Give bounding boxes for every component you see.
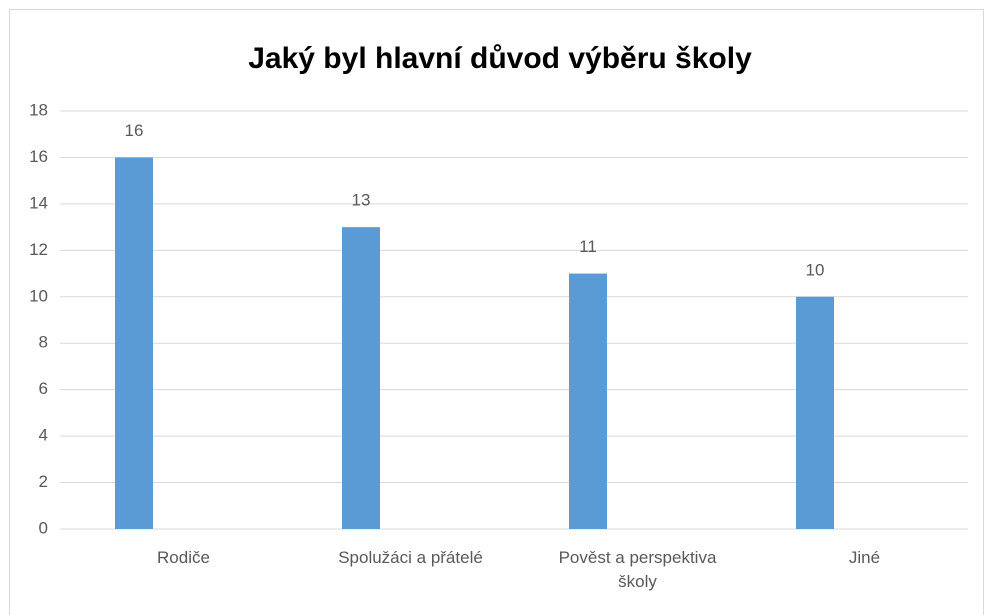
y-tick-label: 2	[39, 472, 48, 491]
x-tick-label-box: Rodiče	[157, 548, 210, 567]
y-tick-label: 6	[39, 379, 48, 398]
y-tick-label: 0	[39, 518, 48, 537]
x-tick-label: Pověst a perspektiva školy	[558, 548, 717, 591]
x-tick-label: Rodiče	[157, 548, 210, 567]
bar	[115, 157, 153, 529]
y-tick-label: 14	[29, 193, 48, 212]
data-label: 13	[352, 191, 371, 210]
x-tick-label-box: Jiné	[848, 548, 881, 567]
data-label: 11	[579, 237, 597, 256]
data-label: 16	[125, 121, 144, 140]
chart-border	[9, 9, 984, 615]
y-tick-label: 12	[29, 240, 48, 259]
y-tick-label: 18	[29, 100, 48, 119]
bar	[796, 296, 834, 529]
y-tick-label: 4	[39, 426, 48, 445]
bar	[569, 273, 607, 529]
chart-title: Jaký byl hlavní důvod výběru školy	[248, 42, 752, 75]
y-tick-label: 8	[39, 333, 48, 352]
x-tick-label-box: Pověst a perspektiva školy	[558, 548, 717, 591]
y-tick-label: 16	[29, 147, 48, 166]
x-tick-label: Jiné	[848, 548, 881, 567]
data-label: 10	[806, 260, 825, 279]
y-tick-label: 10	[29, 286, 48, 305]
x-tick-label-box: Spolužáci a přátelé	[338, 548, 483, 567]
bar	[342, 227, 380, 529]
x-tick-label: Spolužáci a přátelé	[338, 548, 483, 567]
